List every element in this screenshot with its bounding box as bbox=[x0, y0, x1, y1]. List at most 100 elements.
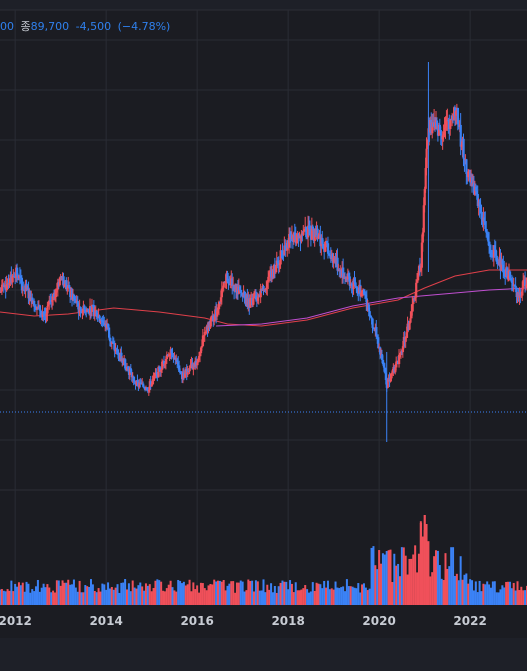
volume-bar bbox=[29, 592, 32, 605]
volume-bar bbox=[63, 582, 66, 605]
volume-bar bbox=[101, 583, 104, 605]
volume-bar bbox=[0, 589, 1, 605]
volume-bar bbox=[510, 588, 513, 605]
volume-bar bbox=[86, 586, 89, 605]
volume-bar bbox=[518, 590, 521, 605]
candle-body bbox=[162, 361, 166, 365]
volume-bar bbox=[245, 590, 248, 605]
candle-body bbox=[262, 285, 265, 291]
volume-bar bbox=[336, 587, 339, 605]
volume-bar bbox=[512, 582, 515, 605]
candle-body bbox=[31, 297, 34, 304]
volume-bar bbox=[110, 586, 113, 605]
moving-average-line bbox=[216, 287, 527, 327]
volume-bar bbox=[224, 590, 227, 605]
candle-body bbox=[386, 379, 389, 388]
volume-bar bbox=[139, 582, 142, 605]
volume-bar bbox=[160, 581, 163, 605]
volume-bar bbox=[374, 565, 377, 605]
candle-body bbox=[414, 297, 417, 300]
volume-bar bbox=[355, 588, 358, 605]
candle-body bbox=[488, 241, 491, 247]
volume-bar bbox=[279, 582, 282, 605]
volume-bar bbox=[472, 590, 475, 605]
candle-body bbox=[382, 364, 386, 368]
candle-body bbox=[135, 380, 138, 385]
candle-body bbox=[276, 260, 279, 263]
volume-bar bbox=[410, 558, 413, 605]
candle-body bbox=[492, 245, 496, 258]
candle-body bbox=[459, 124, 462, 147]
volume-bar bbox=[234, 592, 237, 605]
candle-body bbox=[478, 201, 481, 207]
candle-body bbox=[224, 280, 227, 283]
candle-body bbox=[25, 283, 28, 291]
volume-bar bbox=[465, 573, 468, 605]
candle-body bbox=[120, 352, 123, 362]
volume-bar bbox=[446, 568, 449, 605]
candle-body bbox=[45, 313, 48, 317]
volume-bar bbox=[80, 592, 83, 605]
volume-bar bbox=[294, 582, 297, 605]
volume-bar bbox=[370, 547, 373, 605]
candle-body bbox=[359, 284, 362, 297]
volume-bar bbox=[215, 581, 218, 605]
candle-body bbox=[439, 130, 442, 136]
candle-body bbox=[183, 373, 187, 378]
candle-body bbox=[292, 232, 296, 242]
volume-bar bbox=[461, 579, 464, 605]
candle-body bbox=[411, 303, 414, 312]
candle-body bbox=[111, 341, 114, 343]
candle-body bbox=[465, 159, 468, 175]
candle-body bbox=[501, 260, 504, 265]
volume-bar bbox=[486, 581, 489, 605]
candle-body bbox=[353, 278, 356, 283]
volume-bar bbox=[122, 582, 125, 605]
candle-body bbox=[226, 272, 229, 282]
candle-body bbox=[316, 228, 319, 239]
volume-bar bbox=[489, 587, 492, 605]
candle-body bbox=[151, 379, 154, 385]
volume-bar bbox=[463, 574, 466, 605]
candle-body bbox=[485, 229, 488, 233]
volume-bar bbox=[302, 588, 305, 605]
candle-body bbox=[117, 352, 120, 359]
candle-body bbox=[496, 261, 499, 265]
candle-body bbox=[519, 292, 522, 296]
volume-bar bbox=[378, 550, 381, 605]
candle-body bbox=[379, 347, 382, 355]
candle-body bbox=[368, 311, 371, 317]
volume-bar bbox=[501, 585, 504, 605]
volume-bar bbox=[196, 585, 199, 605]
candle-body bbox=[326, 243, 330, 254]
volume-bar bbox=[179, 580, 182, 605]
volume-bar bbox=[222, 580, 225, 605]
volume-bar bbox=[516, 581, 519, 605]
volume-bar bbox=[91, 584, 94, 605]
candle-body bbox=[56, 282, 60, 290]
candle-body bbox=[520, 295, 523, 297]
candle-body bbox=[186, 370, 189, 375]
candle-body bbox=[176, 359, 179, 363]
volume-bar bbox=[239, 580, 242, 605]
candle-body bbox=[467, 171, 470, 178]
candle-body bbox=[172, 356, 175, 359]
volume-bar bbox=[455, 573, 458, 605]
candle-body bbox=[471, 177, 474, 184]
candle-body bbox=[108, 327, 111, 338]
candle-body bbox=[356, 287, 359, 294]
candle-body bbox=[217, 301, 221, 310]
candle-body bbox=[479, 206, 482, 213]
candle-body bbox=[150, 384, 153, 387]
candle-body bbox=[254, 295, 258, 300]
candle-body bbox=[328, 255, 332, 257]
candle-body bbox=[259, 288, 262, 298]
volume-bar bbox=[33, 591, 36, 605]
volume-bar bbox=[296, 590, 299, 605]
volume-bar bbox=[273, 586, 276, 605]
volume-bar bbox=[6, 589, 9, 605]
volume-bar bbox=[205, 590, 208, 605]
volume-bar bbox=[524, 590, 527, 605]
candle-body bbox=[369, 316, 372, 318]
